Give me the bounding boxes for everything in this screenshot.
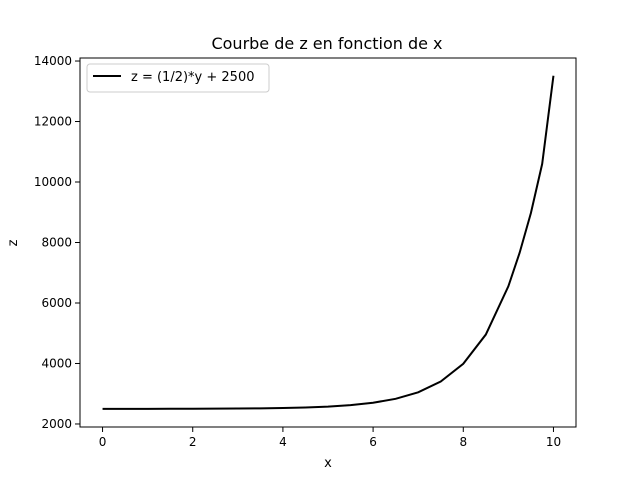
y-axis-ticks: 2000 4000 6000 8000 10000 12000 14000 xyxy=(34,54,80,431)
y-tick-label: 14000 xyxy=(34,54,72,68)
y-tick-label: 6000 xyxy=(41,296,72,310)
y-tick-label: 4000 xyxy=(41,356,72,370)
x-tick-label: 0 xyxy=(99,435,107,449)
x-axis-ticks: 0 2 4 6 8 10 xyxy=(99,427,561,449)
x-tick-label: 6 xyxy=(369,435,377,449)
x-tick-label: 10 xyxy=(546,435,561,449)
series-line xyxy=(102,75,555,410)
x-axis-label: x xyxy=(324,456,332,471)
x-tick-label: 2 xyxy=(189,435,197,449)
legend-box xyxy=(86,63,270,93)
y-tick-label: 12000 xyxy=(34,115,72,129)
x-tick-label: 4 xyxy=(279,435,287,449)
legend: z = (1/2)*y + 2500 xyxy=(86,63,270,93)
plot-frame xyxy=(79,57,577,428)
y-axis-label: z xyxy=(6,239,21,246)
legend-label: z = (1/2)*y + 2500 xyxy=(131,70,254,85)
y-tick-label: 8000 xyxy=(41,236,72,250)
x-tick-label: 8 xyxy=(459,435,467,449)
chart-title: Courbe de z en fonction de x xyxy=(211,34,442,53)
y-tick-label: 2000 xyxy=(41,417,72,431)
y-tick-label: 10000 xyxy=(34,175,72,189)
